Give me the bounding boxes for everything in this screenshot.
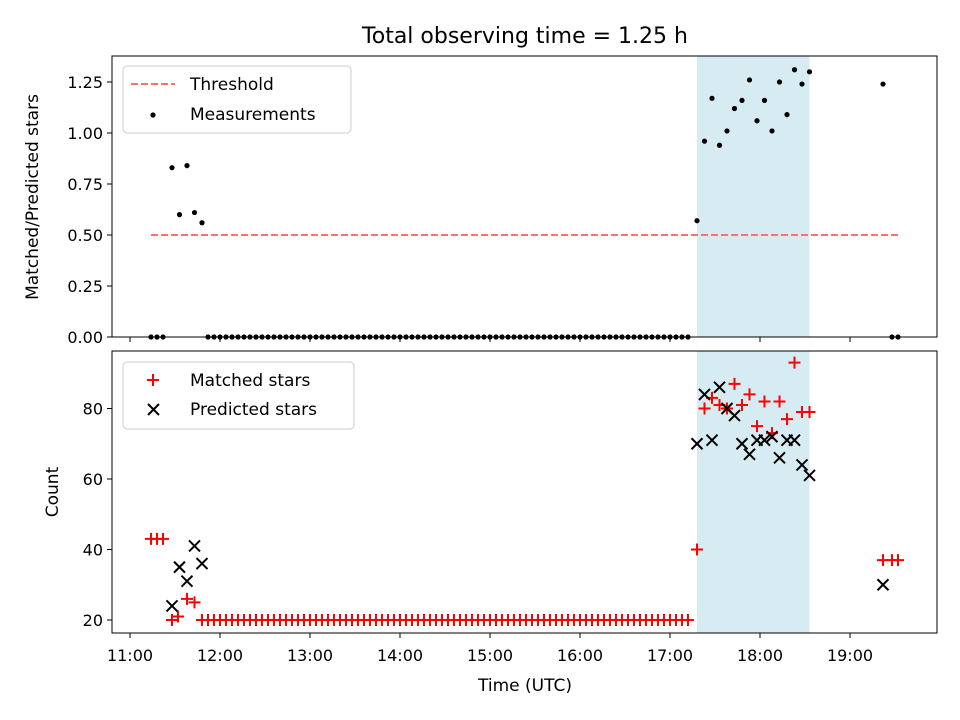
legend-matched-label: Matched stars <box>190 371 310 391</box>
top-y-tick-label: 1.25 <box>67 73 103 92</box>
matched-star-point <box>691 543 703 556</box>
matched-star-point <box>892 554 904 567</box>
measurement-point <box>694 218 700 224</box>
matched-star-point <box>788 356 801 369</box>
matched-star-point <box>172 610 184 623</box>
matched-star-point <box>157 532 169 545</box>
legend-predicted-label: Predicted stars <box>190 400 317 420</box>
predicted-star-point <box>713 381 726 394</box>
measurement-point <box>709 95 715 101</box>
measurement-point <box>791 67 798 73</box>
measurement-point <box>716 142 723 148</box>
x-tick-label: 16:00 <box>557 646 603 665</box>
matched-star-point <box>728 377 741 390</box>
x-tick-label: 15:00 <box>467 646 513 665</box>
top-y-tick-label: 0.75 <box>67 175 103 194</box>
predicted-star-point <box>165 599 179 613</box>
measurement-point <box>169 165 175 171</box>
x-tick-label: 19:00 <box>827 646 873 665</box>
matched-star-point <box>751 420 763 433</box>
predicted-star-point <box>773 451 786 465</box>
predicted-star-point <box>728 409 741 422</box>
predicted-star-point <box>698 388 711 401</box>
top-shaded-interval <box>697 56 810 337</box>
top-legend: Threshold Measurements <box>122 65 352 134</box>
top-panel: 0.00 0.25 0.50 0.75 1.00 1.25 Matched/Predict… <box>23 55 938 347</box>
legend-matched-swatch <box>147 374 159 386</box>
predicted-star-point <box>173 560 186 574</box>
matched-star-point <box>698 402 711 415</box>
measurement-point <box>199 220 205 226</box>
matched-star-point <box>773 395 786 408</box>
matched-star-point <box>188 596 201 609</box>
predicted-star-point <box>795 458 809 472</box>
predicted-star-point <box>758 434 771 447</box>
measurement-point <box>761 97 768 103</box>
measurement-point <box>731 105 738 112</box>
top-y-axis-label: Matched/Predicted stars <box>23 94 43 300</box>
predicted-star-point <box>788 434 801 447</box>
x-tick-label: 12:00 <box>197 646 243 665</box>
measurement-point <box>176 212 183 218</box>
top-legend-frame <box>122 65 352 134</box>
x-tick-label: 13:00 <box>287 646 333 665</box>
predicted-star-point <box>735 437 749 450</box>
legend-threshold-label: Threshold <box>189 75 274 95</box>
legend-measurements-label: Measurements <box>190 105 316 125</box>
predicted-star-point <box>803 469 816 482</box>
bottom-legend: Matched stars Predicted stars <box>122 361 355 430</box>
measurement-point <box>184 163 190 169</box>
legend-predicted-swatch <box>147 403 160 416</box>
predicted-star-point <box>690 437 704 450</box>
x-tick-label: 17:00 <box>647 646 693 665</box>
top-y-tick-label: 0.50 <box>67 226 103 245</box>
predicted-star-point <box>188 539 201 553</box>
bottom-plot-frame <box>111 350 938 634</box>
x-tick-label: 14:00 <box>377 646 423 665</box>
bottom-shaded-interval <box>697 351 810 633</box>
matched-star-point <box>682 614 694 626</box>
bottom-y-tick-label: 80 <box>83 400 103 419</box>
measurement-point <box>799 81 805 87</box>
legend-measurements-swatch <box>150 112 156 118</box>
top-y-tick-label: 0.25 <box>67 277 103 296</box>
bottom-panel: 20 40 60 80 11:00 12:00 13:00 14:00 15:00 16:00 1… <box>43 350 938 696</box>
matched-star-point <box>781 413 793 426</box>
measurement-point <box>769 128 775 134</box>
top-y-tick-label: 1.00 <box>67 124 103 143</box>
bottom-y-axis-label: Count <box>43 466 63 517</box>
x-axis-label: Time (UTC) <box>477 676 572 696</box>
predicted-star-point <box>765 430 779 443</box>
bottom-y-tick-label: 20 <box>83 611 103 630</box>
measurement-point <box>776 79 783 85</box>
measurement-point <box>806 69 813 75</box>
predicted-star-point <box>180 575 194 588</box>
top-y-tick-label: 0.00 <box>67 328 103 347</box>
measurement-point <box>754 118 760 124</box>
measurement-point <box>746 77 753 83</box>
matched-star-point <box>736 398 748 411</box>
predicted-star-point <box>743 448 756 461</box>
chart-title: Total observing time = 1.25 h <box>361 24 688 49</box>
measurement-point <box>724 128 730 134</box>
measurement-point <box>701 138 708 144</box>
matched-star-point <box>758 395 771 408</box>
measurement-point <box>739 97 745 103</box>
measurement-point <box>784 112 790 118</box>
measurement-point <box>191 209 198 216</box>
matched-star-point <box>743 388 756 401</box>
top-plot-frame <box>111 55 938 338</box>
x-tick-label: 18:00 <box>737 646 783 665</box>
x-tick-label: 11:00 <box>107 646 153 665</box>
predicted-star-point <box>195 557 209 570</box>
predicted-star-point <box>876 578 890 591</box>
measurement-point <box>880 81 886 87</box>
matched-star-point <box>181 592 193 605</box>
predicted-star-point <box>705 434 719 447</box>
bottom-y-tick-label: 40 <box>83 541 103 560</box>
bottom-legend-frame <box>122 361 355 430</box>
matched-star-point <box>803 406 816 419</box>
bottom-y-tick-label: 60 <box>83 470 103 489</box>
